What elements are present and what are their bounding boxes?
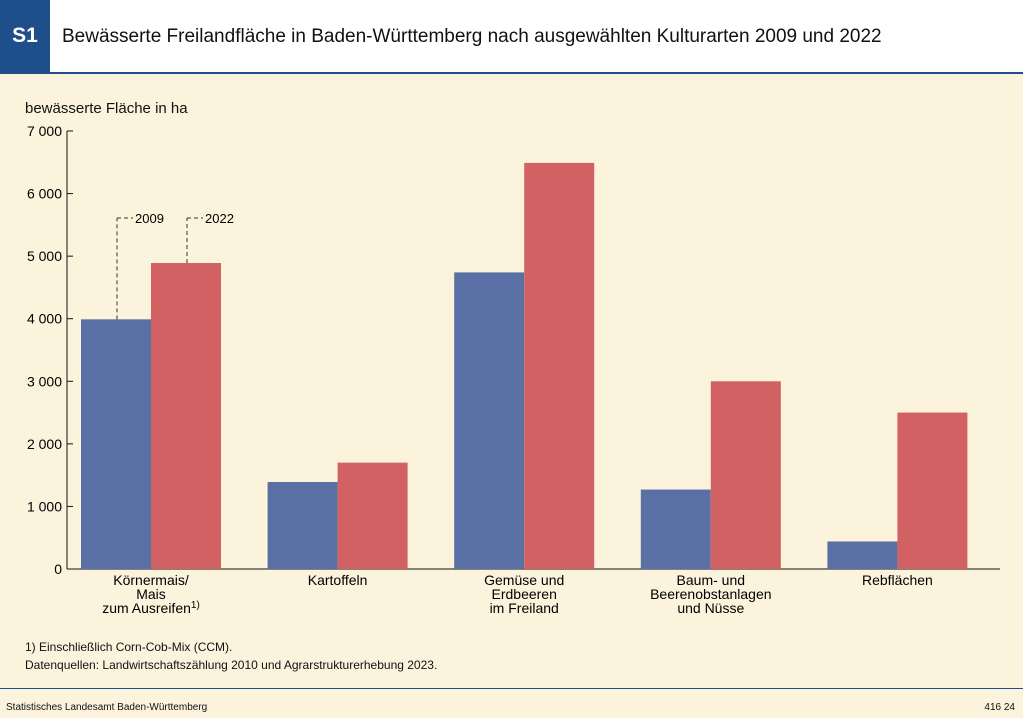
- footnote-mark: 1): [191, 600, 200, 611]
- y-tick-label: 6 000: [27, 186, 62, 202]
- y-tick-label: 2 000: [27, 436, 62, 452]
- category-label: Körnermais/: [113, 572, 189, 588]
- bar-2009-2: [454, 272, 525, 569]
- legend-label-2009: 2009: [135, 211, 164, 226]
- chart-header: S1 Bewässerte Freilandfläche in Baden-Wü…: [0, 0, 1023, 74]
- category-label: Gemüse und: [484, 572, 564, 588]
- category-label: Erdbeeren: [492, 586, 557, 602]
- category-label: Kartoffeln: [308, 572, 368, 588]
- footnote-1: 1) Einschließlich Corn-Cob-Mix (CCM).: [25, 640, 233, 654]
- chart-code: 416 24: [984, 702, 1015, 713]
- category-label: zum Ausreifen1): [102, 600, 200, 616]
- publisher: Statistisches Landesamt Baden-Württember…: [6, 702, 208, 713]
- category-label: Mais: [136, 586, 166, 602]
- category-label: Rebflächen: [862, 572, 933, 588]
- y-tick-label: 4 000: [27, 311, 62, 327]
- y-tick-label: 0: [54, 561, 62, 577]
- y-tick-label: 1 000: [27, 498, 62, 514]
- category-label: Beerenobstanlagen: [650, 586, 771, 602]
- bar-chart: 0 1 000 2 000 3 000 4 000 5 000 6 000 7 000 Körn…: [27, 123, 1000, 616]
- bar-2009-4: [827, 541, 898, 569]
- y-axis-label: bewässerte Fläche in ha: [25, 100, 188, 117]
- category-label: Baum- und: [677, 572, 745, 588]
- data-sources: Datenquellen: Landwirtschaftszählung 201…: [25, 658, 438, 672]
- footer-divider: [0, 688, 1023, 689]
- legend-label-2022: 2022: [205, 211, 234, 226]
- bar-2009-3: [640, 489, 711, 569]
- chart-number-badge: S1: [0, 0, 50, 72]
- bar-2022-2: [524, 162, 595, 569]
- bar-2022-1: [337, 462, 408, 569]
- chart-title: Bewässerte Freilandfläche in Baden-Württ…: [62, 26, 882, 47]
- bar-2009-0: [81, 319, 151, 569]
- bar-2022-0: [151, 263, 221, 569]
- category-label: und Nüsse: [677, 600, 744, 616]
- bar-2009-1: [267, 482, 338, 569]
- bar-2022-3: [710, 381, 781, 569]
- y-tick-label: 3 000: [27, 373, 62, 389]
- bar-2022-4: [897, 412, 968, 569]
- y-tick-label: 7 000: [27, 123, 62, 139]
- y-tick-label: 5 000: [27, 248, 62, 264]
- category-label: im Freiland: [490, 600, 559, 616]
